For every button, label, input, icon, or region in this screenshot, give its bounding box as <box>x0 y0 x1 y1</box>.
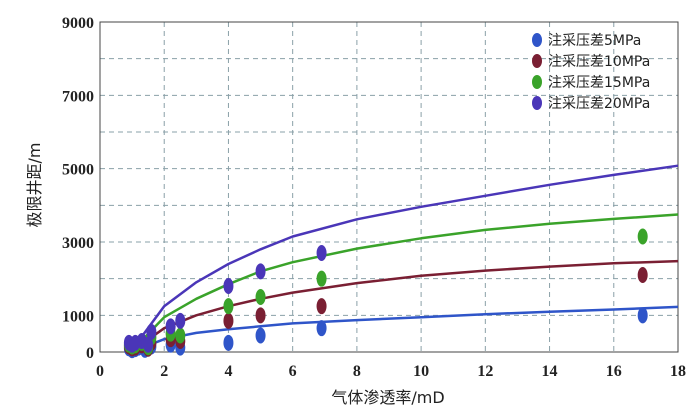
x-tick-label: 4 <box>224 363 232 380</box>
data-point-series-3 <box>637 228 648 245</box>
data-point-series-4 <box>175 312 186 329</box>
y-axis-title: 极限井距/m <box>25 143 44 228</box>
x-tick-label: 6 <box>289 363 297 380</box>
fit-curve-1 <box>125 305 679 354</box>
data-point-series-2 <box>255 307 266 324</box>
data-point-series-4 <box>255 263 266 280</box>
data-point-series-2 <box>223 312 234 329</box>
y-tick-label: 3000 <box>62 235 94 252</box>
data-point-series-2 <box>637 267 648 283</box>
legend-label-4: 注采压差20MPa <box>548 96 650 112</box>
data-point-series-3 <box>255 289 266 305</box>
x-tick-label: 18 <box>670 363 686 380</box>
fit-curve-3 <box>125 213 679 354</box>
y-tick-label: 0 <box>86 345 94 362</box>
y-tick-label: 7000 <box>62 88 94 105</box>
x-axis-title: 气体渗透率/mD <box>331 388 444 407</box>
fit-curve-2 <box>125 259 679 354</box>
y-tick-label: 5000 <box>62 162 94 179</box>
data-point-series-4 <box>146 323 157 340</box>
data-point-series-3 <box>223 298 234 315</box>
y-tick-label: 9000 <box>62 15 94 32</box>
y-tick-labels: 0 1000 3000 5000 7000 9000 <box>62 15 94 362</box>
legend-marker-2 <box>532 54 542 68</box>
grid <box>100 22 678 352</box>
x-tick-label: 12 <box>477 363 493 380</box>
legend-marker-3 <box>532 75 542 89</box>
x-tick-label: 2 <box>160 363 168 380</box>
data-point-series-4 <box>143 336 154 353</box>
x-tick-label: 10 <box>413 363 429 380</box>
plot-frame <box>99 21 679 353</box>
legend-label-3: 注采压差15MPa <box>548 75 650 91</box>
fit-curves <box>124 164 679 354</box>
x-tick-label: 8 <box>353 363 361 380</box>
x-tick-label: 14 <box>542 363 558 380</box>
data-point-series-1 <box>255 327 266 344</box>
data-point-series-3 <box>316 270 327 287</box>
data-point-series-3 <box>175 327 186 344</box>
data-point-series-4 <box>165 318 176 335</box>
x-tick-label: 0 <box>96 363 104 380</box>
axes <box>99 21 679 353</box>
data-point-series-4 <box>223 278 234 294</box>
data-point-series-1 <box>316 320 327 337</box>
legend-marker-1 <box>532 33 542 47</box>
legend-label-1: 注采压差5MPa <box>548 33 641 49</box>
x-tick-labels: 0 2 4 6 8 10 12 14 16 18 <box>96 363 686 380</box>
x-tick-label: 16 <box>606 363 622 380</box>
y-tick-label: 1000 <box>62 308 94 325</box>
data-point-series-1 <box>223 334 234 351</box>
legend-label-2: 注采压差10MPa <box>548 54 650 70</box>
fit-curve-4 <box>124 164 679 353</box>
legend-marker-4 <box>532 96 542 110</box>
data-point-series-4 <box>316 245 327 261</box>
data-point-series-2 <box>316 298 327 315</box>
legend: 注采压差5MPa 注采压差10MPa 注采压差15MPa 注采压差20MPa <box>532 33 650 112</box>
data-point-series-1 <box>637 307 648 324</box>
data-points <box>123 228 648 359</box>
